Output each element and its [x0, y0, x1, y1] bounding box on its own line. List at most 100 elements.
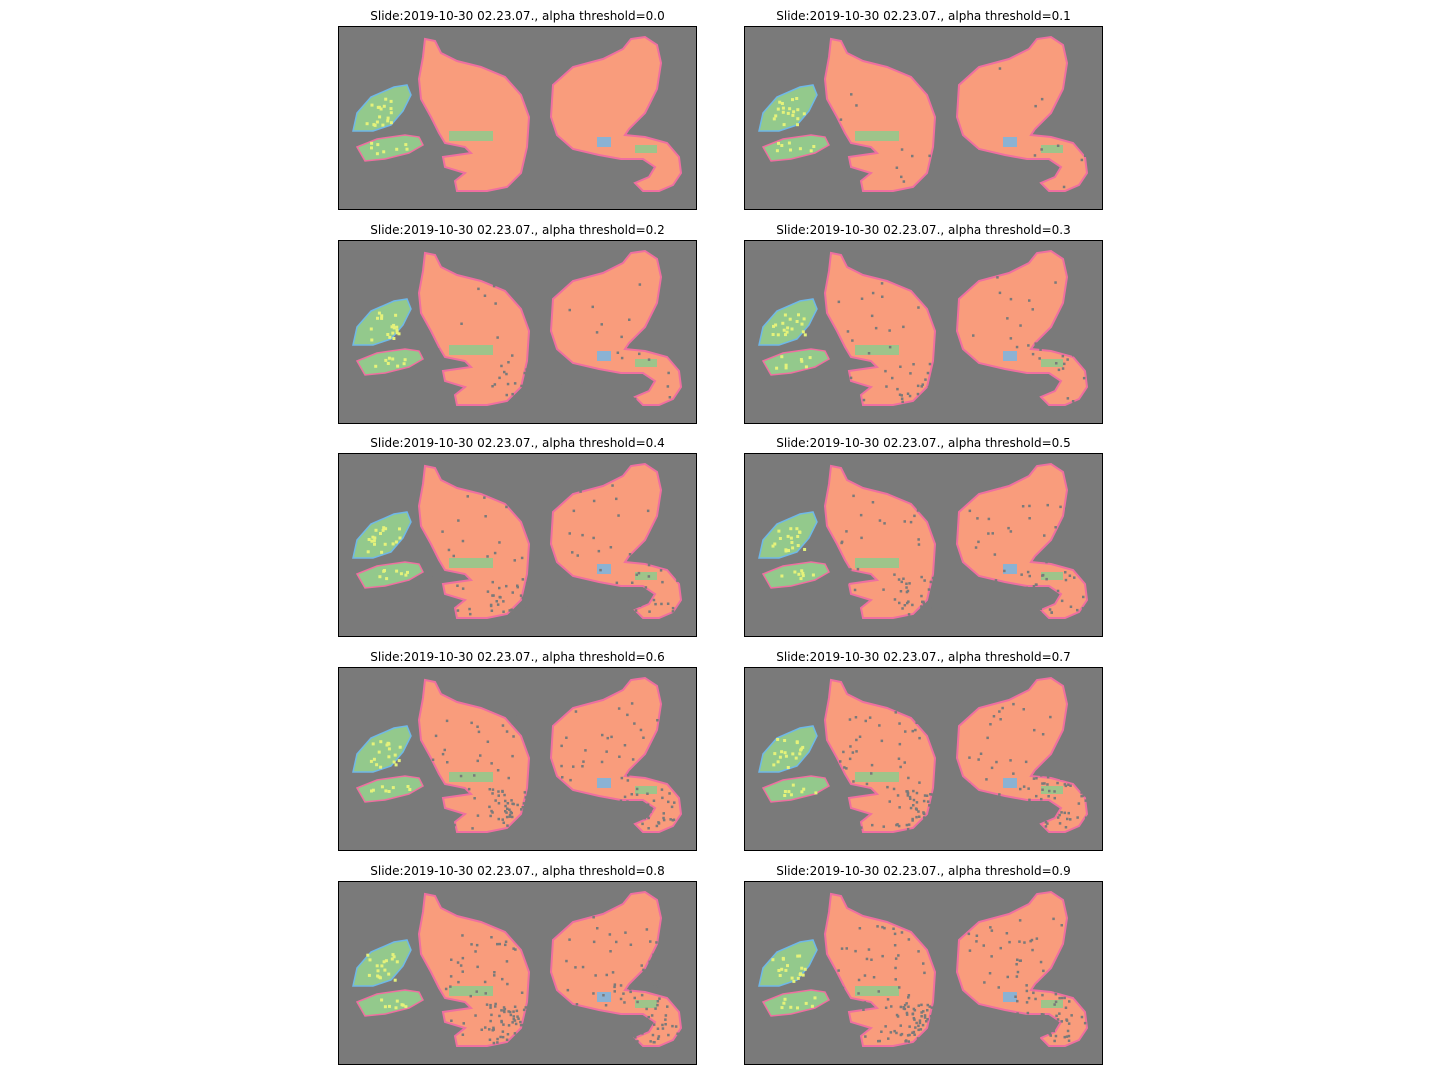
masked-pixel	[1063, 783, 1067, 786]
masked-pixel	[524, 796, 528, 799]
masked-pixel	[985, 60, 988, 63]
masked-pixel	[1006, 317, 1009, 320]
masked-pixel	[1068, 771, 1071, 774]
masked-pixel	[925, 1039, 928, 1042]
highlight-pixel	[398, 745, 402, 749]
masked-pixel	[1042, 969, 1045, 973]
masked-pixel	[1053, 790, 1056, 793]
masked-pixel	[900, 397, 904, 400]
masked-pixel	[644, 342, 647, 345]
masked-pixel	[991, 532, 994, 535]
masked-pixel	[905, 1011, 909, 1015]
highlight-pixel	[378, 976, 382, 980]
masked-pixel	[1067, 1039, 1071, 1042]
highlight-pixel	[373, 123, 377, 127]
masked-pixel	[505, 1038, 509, 1041]
masked-pixel	[1044, 984, 1047, 987]
highlight-pixel	[810, 1004, 814, 1008]
masked-pixel	[1036, 1040, 1039, 1043]
masked-pixel	[1061, 990, 1064, 993]
masked-pixel	[597, 549, 601, 553]
masked-pixel	[932, 590, 936, 594]
masked-pixel	[579, 490, 582, 493]
masked-pixel	[1028, 574, 1031, 578]
masked-pixel	[460, 322, 463, 325]
highlight-pixel	[386, 333, 390, 336]
masked-pixel	[904, 730, 907, 733]
masked-pixel	[987, 532, 990, 535]
masked-pixel	[1048, 1031, 1051, 1035]
masked-pixel	[884, 369, 887, 373]
masked-pixel	[623, 1001, 626, 1004]
highlight-pixel	[776, 107, 780, 111]
masked-pixel	[1054, 992, 1058, 996]
masked-pixel	[1028, 1034, 1032, 1037]
highlight-pixel	[784, 333, 787, 337]
masked-pixel	[634, 602, 637, 605]
highlight-pixel	[394, 540, 398, 544]
masked-pixel	[444, 987, 448, 991]
masked-pixel	[907, 600, 910, 603]
masked-pixel	[594, 974, 597, 977]
highlight-pixel	[795, 741, 799, 745]
masked-pixel	[923, 1014, 927, 1017]
masked-pixel	[489, 1019, 492, 1023]
highlight-pixel	[378, 115, 382, 119]
masked-pixel	[500, 1009, 503, 1012]
masked-pixel	[461, 970, 464, 973]
masked-pixel	[857, 992, 860, 995]
masked-pixel	[898, 742, 902, 746]
masked-pixel	[1081, 794, 1085, 797]
masked-pixel	[672, 818, 676, 821]
highlight-pixel	[776, 738, 780, 741]
highlight-pixel	[370, 103, 374, 107]
masked-pixel	[596, 927, 599, 930]
masked-pixel	[1028, 299, 1031, 302]
masked-pixel	[1049, 812, 1052, 816]
masked-pixel	[1005, 932, 1009, 935]
masked-pixel	[1056, 816, 1060, 819]
masked-pixel	[511, 591, 514, 594]
masked-pixel	[620, 776, 624, 780]
masked-pixel	[997, 1010, 1000, 1014]
masked-pixel	[1020, 573, 1023, 576]
masked-pixel	[511, 1021, 514, 1024]
highlight-pixel	[792, 110, 796, 114]
masked-pixel	[894, 978, 897, 981]
masked-pixel	[1008, 1019, 1011, 1022]
tissue-region-center	[417, 464, 531, 619]
masked-pixel	[641, 822, 644, 826]
highlight-pixel	[789, 527, 793, 531]
masked-pixel	[885, 385, 888, 388]
masked-pixel	[930, 1030, 934, 1034]
masked-pixel	[921, 503, 924, 507]
masked-pixel	[974, 546, 978, 549]
masked-pixel	[1045, 1027, 1048, 1031]
masked-pixel	[615, 940, 618, 944]
highlight-pixel	[795, 527, 799, 531]
masked-pixel	[1063, 1035, 1066, 1039]
highlight-pixel	[786, 964, 789, 968]
masked-pixel	[528, 1013, 532, 1016]
masked-pixel	[524, 1006, 527, 1009]
masked-pixel	[655, 941, 658, 944]
masked-pixel	[493, 974, 496, 977]
highlight-pixel	[782, 123, 786, 127]
masked-pixel	[911, 1012, 914, 1016]
masked-pixel	[436, 1034, 440, 1038]
masked-pixel	[968, 509, 972, 513]
masked-pixel	[649, 1040, 652, 1043]
heatmap-axes	[338, 26, 697, 210]
masked-pixel	[1067, 811, 1070, 815]
masked-pixel	[521, 578, 525, 581]
masked-pixel	[1048, 772, 1051, 775]
masked-pixel	[443, 748, 446, 752]
masked-pixel	[501, 789, 504, 793]
highlight-pixel	[789, 536, 793, 540]
highlight-pixel	[773, 752, 777, 756]
masked-pixel	[926, 1018, 929, 1021]
masked-pixel	[511, 392, 514, 396]
masked-pixel	[470, 943, 473, 946]
masked-pixel	[643, 1017, 646, 1021]
masked-pixel	[516, 710, 519, 713]
